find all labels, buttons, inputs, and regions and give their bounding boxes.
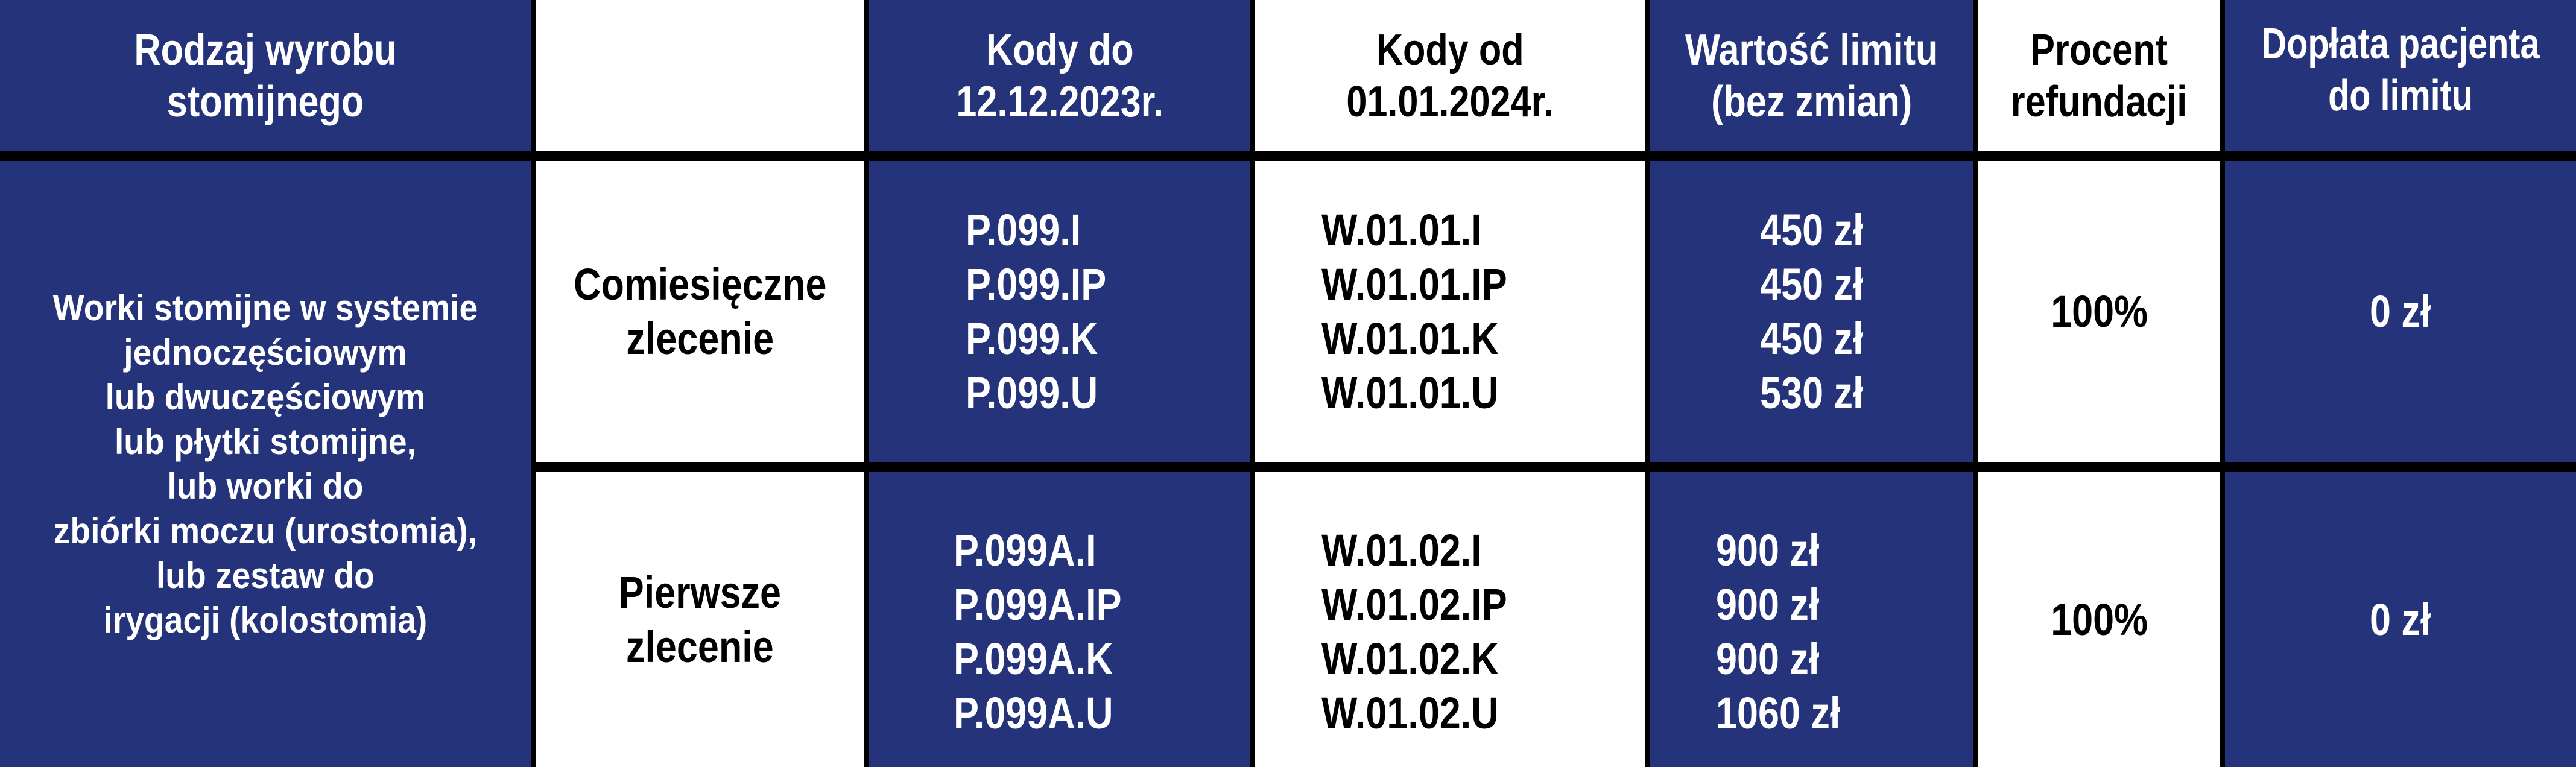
percent-value: 100% bbox=[2051, 286, 2148, 336]
code: P.099A.I bbox=[954, 525, 1097, 575]
product-line: lub worki do bbox=[167, 466, 364, 507]
percent-value: 100% bbox=[2051, 594, 2148, 645]
product-line: zbiórki moczu (urostomia), bbox=[53, 510, 478, 551]
code: P.099A.K bbox=[954, 633, 1113, 684]
copay-value: 0 zł bbox=[2370, 286, 2431, 336]
order-type-first: Pierwsze zlecenie bbox=[536, 472, 864, 767]
header-product-type: Rodzaj wyrobu stomijnego bbox=[0, 0, 531, 151]
header-text: Rodzaj wyrobu bbox=[134, 25, 397, 74]
code: W.01.01.U bbox=[1321, 368, 1499, 418]
order-text: zlecenie bbox=[626, 621, 774, 672]
old-codes-monthly: P.099.I P.099.IP P.099.K P.099.U bbox=[869, 161, 1250, 462]
code: W.01.02.IP bbox=[1321, 579, 1507, 630]
header-codes-from: Kody od 01.01.2024r. bbox=[1255, 0, 1645, 151]
header-text: refundacji bbox=[2011, 77, 2188, 126]
percent-first: 100% bbox=[1978, 472, 2220, 767]
old-codes-first: P.099A.I P.099A.IP P.099A.K P.099A.U bbox=[869, 472, 1250, 767]
code: P.099.I bbox=[966, 205, 1081, 255]
header-text: 12.12.2023r. bbox=[956, 77, 1163, 126]
product-description: Worki stomijne w systemie jednoczęściowy… bbox=[0, 161, 531, 767]
copay-first: 0 zł bbox=[2225, 472, 2576, 767]
order-text: zlecenie bbox=[626, 314, 774, 364]
product-line: Worki stomijne w systemie bbox=[52, 287, 478, 328]
header-text: Kody od bbox=[1376, 25, 1524, 74]
percent-monthly: 100% bbox=[1978, 161, 2220, 462]
header-refund-percent: Procent refundacji bbox=[1978, 0, 2220, 151]
header-text: 01.01.2024r. bbox=[1346, 77, 1554, 126]
code: P.099.U bbox=[966, 368, 1098, 418]
order-type-monthly: Comiesięczne zlecenie bbox=[536, 161, 864, 462]
code: P.099A.U bbox=[954, 687, 1113, 738]
limit-value: 900 zł bbox=[1716, 579, 1820, 630]
product-line: irygacji (kolostomia) bbox=[103, 599, 428, 640]
copay-value: 0 zł bbox=[2370, 594, 2431, 645]
code: W.01.02.K bbox=[1321, 633, 1499, 684]
header-order-type bbox=[536, 0, 864, 151]
limit-value: 450 zł bbox=[1759, 314, 1864, 364]
code: W.01.02.U bbox=[1321, 687, 1499, 738]
header-patient-copay: Dopłata pacjenta do limitu bbox=[2225, 0, 2576, 151]
header-codes-until: Kody do 12.12.2023r. bbox=[869, 0, 1250, 151]
product-line: lub płytki stomijne, bbox=[115, 421, 416, 462]
code: W.01.01.I bbox=[1321, 205, 1482, 255]
code: W.01.02.I bbox=[1321, 525, 1482, 575]
header-text: Kody do bbox=[986, 25, 1134, 74]
header-text: do limitu bbox=[2328, 72, 2473, 120]
product-line: lub dwuczęściowym bbox=[105, 376, 426, 417]
new-codes-first: W.01.02.I W.01.02.IP W.01.02.K W.01.02.U bbox=[1255, 472, 1645, 767]
header-text: stomijnego bbox=[166, 77, 364, 126]
code: W.01.01.IP bbox=[1321, 259, 1507, 309]
limit-value: 530 zł bbox=[1759, 368, 1864, 418]
limit-value: 450 zł bbox=[1759, 259, 1864, 309]
copay-monthly: 0 zł bbox=[2225, 161, 2576, 462]
code: P.099.IP bbox=[966, 259, 1107, 309]
limit-value: 1060 zł bbox=[1716, 687, 1841, 738]
code: P.099.K bbox=[966, 314, 1098, 364]
code: P.099A.IP bbox=[954, 579, 1122, 630]
order-text: Comiesięczne bbox=[573, 259, 827, 309]
limits-monthly: 450 zł 450 zł 450 zł 530 zł bbox=[1650, 161, 1973, 462]
header-text: (bez zmian) bbox=[1710, 77, 1913, 126]
limit-value: 900 zł bbox=[1716, 633, 1820, 684]
product-line: lub zestaw do bbox=[156, 555, 375, 596]
header-text: Procent bbox=[2030, 25, 2168, 74]
header-limit-value: Wartość limitu (bez zmian) bbox=[1650, 0, 1973, 151]
limit-value: 450 zł bbox=[1759, 205, 1864, 255]
product-line: jednoczęściowym bbox=[124, 332, 407, 373]
header-text: Wartość limitu bbox=[1685, 25, 1938, 74]
order-text: Pierwsze bbox=[618, 567, 782, 617]
new-codes-monthly: W.01.01.I W.01.01.IP W.01.01.K W.01.01.U bbox=[1255, 161, 1645, 462]
limits-first: 900 zł 900 zł 900 zł 1060 zł bbox=[1650, 472, 1973, 767]
limit-value: 900 zł bbox=[1716, 525, 1820, 575]
code: W.01.01.K bbox=[1321, 314, 1499, 364]
header-text: Dopłata pacjenta bbox=[2261, 20, 2540, 68]
